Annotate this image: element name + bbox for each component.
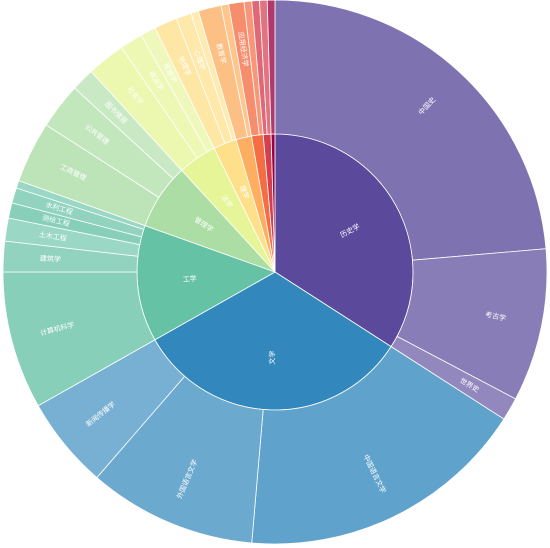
outer-segment-9-0[interactable] [266,0,276,135]
outer-segment-1-0[interactable] [251,346,505,545]
outer-segment-0-0[interactable] [274,0,547,261]
inner-ring [136,133,414,411]
